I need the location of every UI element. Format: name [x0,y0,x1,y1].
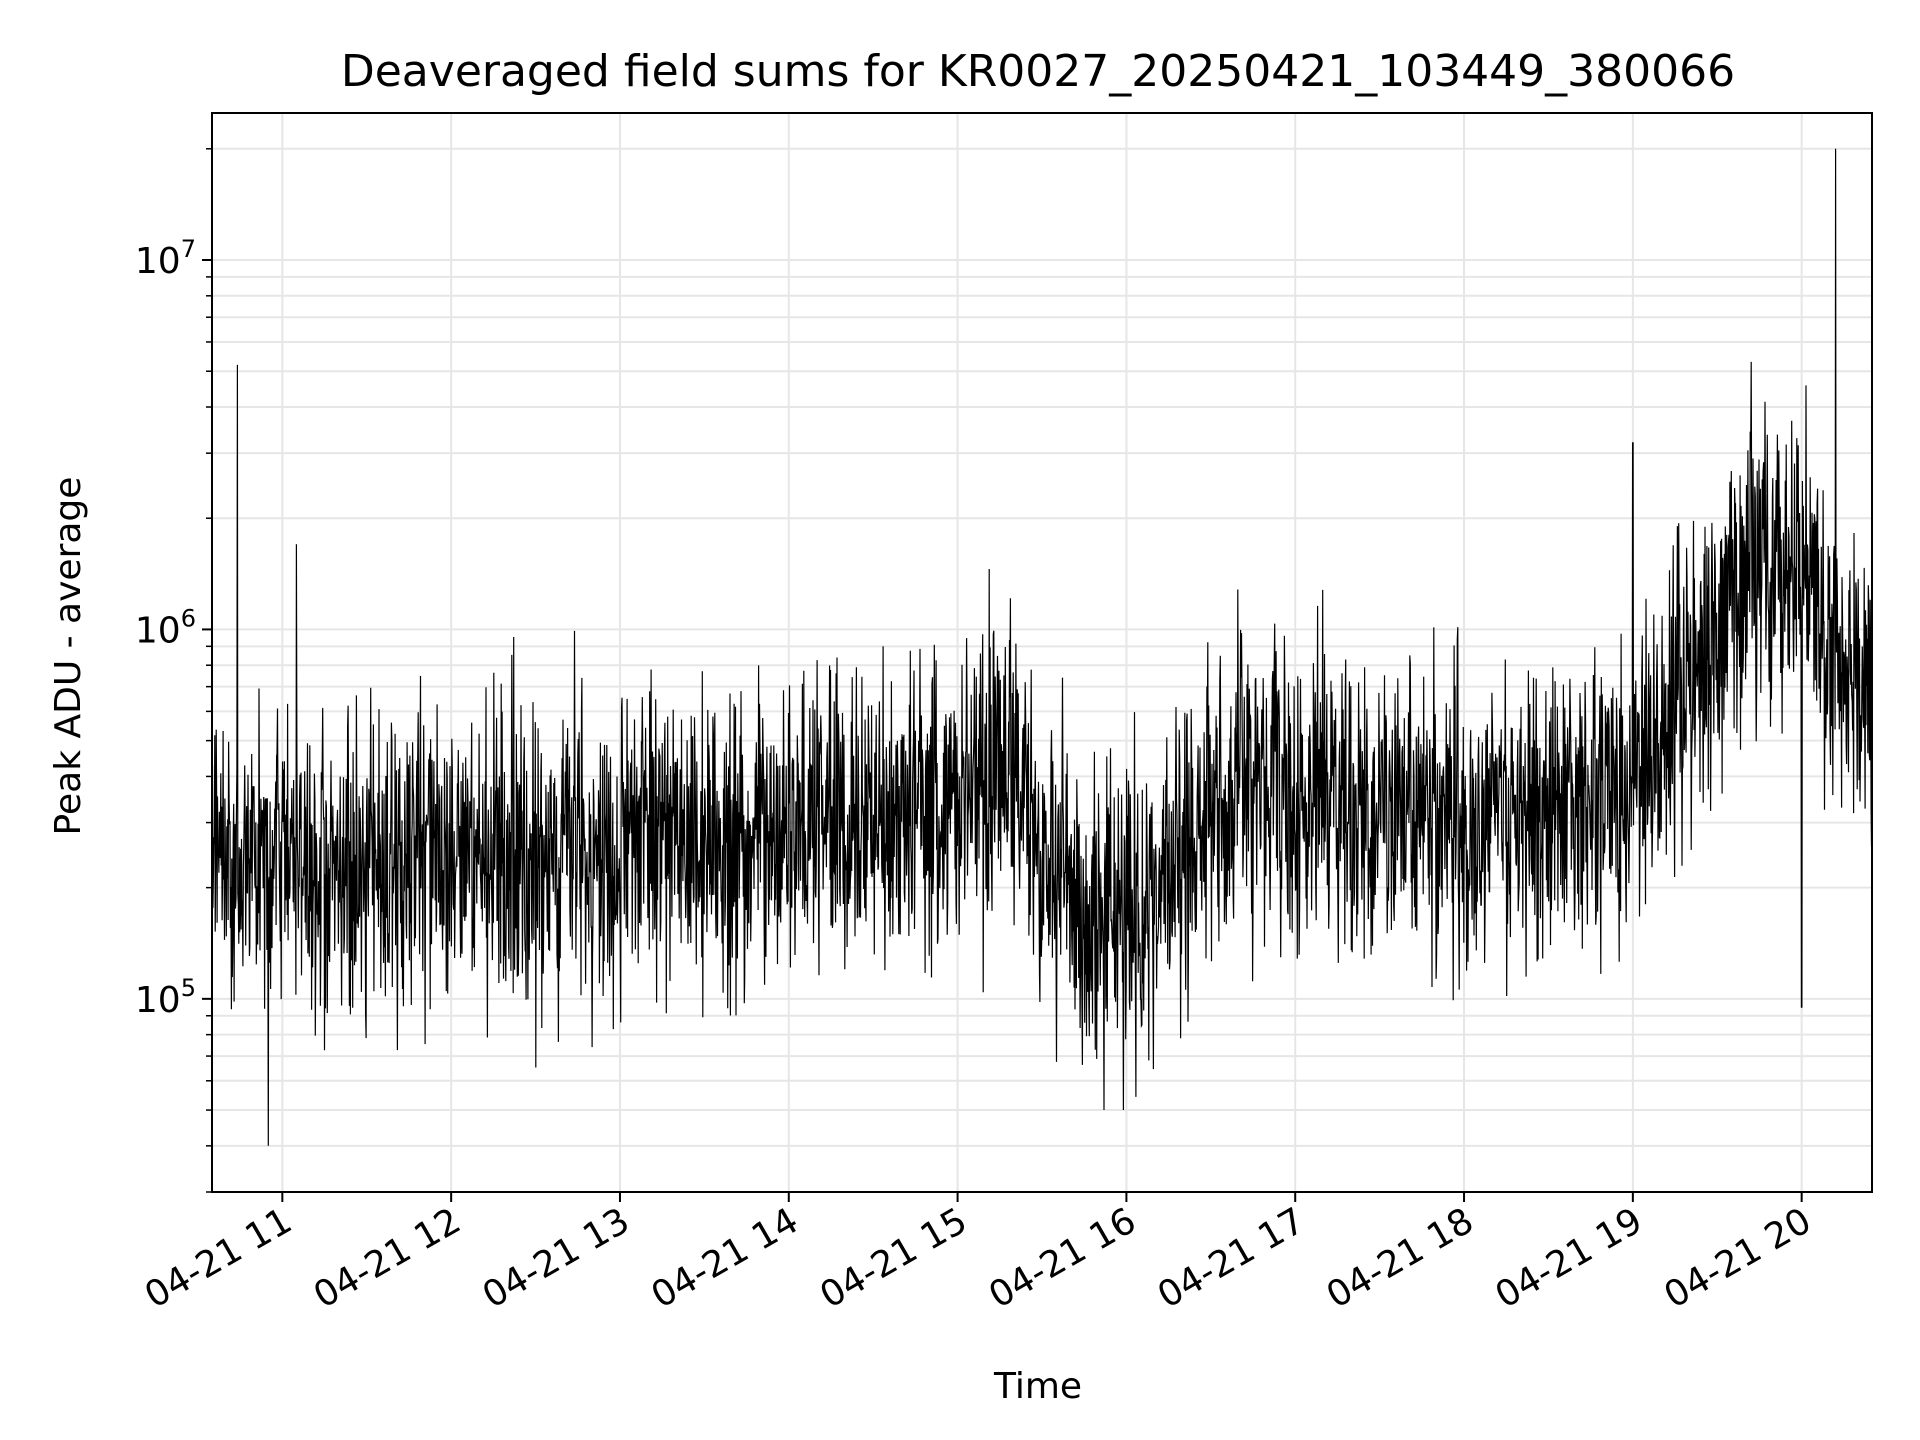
x-tick-label: 04-21 20 [1658,1200,1819,1316]
data-layer [211,148,1873,1146]
x-axis-label: Time [993,1366,1082,1407]
plot-frame [211,112,1873,1193]
x-tick-label: 04-21 15 [813,1200,974,1316]
x-tick-label: 04-21 16 [982,1200,1143,1316]
x-tick-label: 04-21 19 [1489,1200,1650,1316]
x-tick-label: 04-21 17 [1151,1200,1312,1316]
series-line [211,148,1873,1146]
y-tick-label: 106 [135,604,196,651]
x-tick-label: 04-21 18 [1320,1200,1481,1316]
y-axis-label: Peak ADU - average [48,477,89,836]
y-tick-label: 107 [135,235,196,282]
grid-layer [212,113,1872,1193]
axis-layer [202,112,1873,1202]
chart-title: Deaveraged field sums for KR0027_2025042… [341,46,1735,97]
x-tick-label: 04-21 13 [476,1200,637,1316]
x-tick-label: 04-21 12 [307,1200,468,1316]
y-tick-label: 105 [135,974,196,1021]
x-tick-label: 04-21 11 [138,1200,299,1316]
x-tick-label: 04-21 14 [645,1200,806,1316]
